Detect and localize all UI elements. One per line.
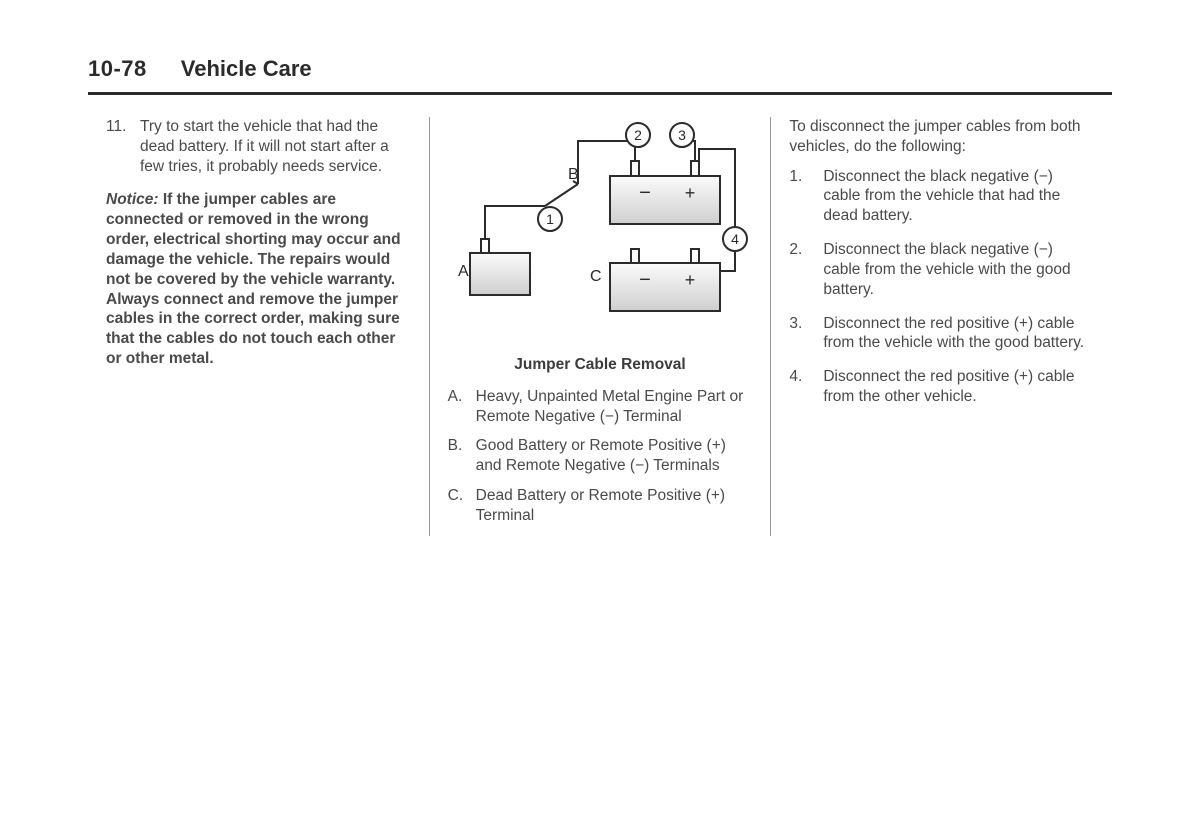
legend-letter: A. <box>448 387 476 427</box>
diagram-callout-2: 2 <box>626 123 650 147</box>
column-1: 11. Try to start the vehicle that had th… <box>88 117 429 536</box>
step-11: 11. Try to start the vehicle that had th… <box>106 117 411 176</box>
step-number: 11. <box>106 117 140 176</box>
diagram-callout-1: 1 <box>538 207 562 231</box>
diagram-callout-4: 4 <box>723 227 747 251</box>
diagram-label-c: C <box>590 268 602 285</box>
disconnect-step-1: 1. Disconnect the black negative (−) cab… <box>789 167 1094 226</box>
notice-label: Notice: <box>106 191 159 208</box>
step-number: 3. <box>789 314 823 354</box>
step-text: Try to start the vehicle that had the de… <box>140 117 411 176</box>
column-2: − + − + <box>429 117 771 536</box>
page-number: 10-78 <box>88 56 147 82</box>
disconnect-step-3: 3. Disconnect the red positive (+) cable… <box>789 314 1094 354</box>
svg-text:−: − <box>639 182 651 204</box>
notice-block: Notice: If the jumper cables are connect… <box>106 190 411 368</box>
diagram-label-a: A <box>458 263 469 280</box>
legend-item-b: B. Good Battery or Remote Positive (+) a… <box>448 436 753 476</box>
disconnect-step-4: 4. Disconnect the red positive (+) cable… <box>789 367 1094 407</box>
manual-page: 10-78 Vehicle Care 11. Try to start the … <box>0 0 1200 576</box>
diagram-label-b: B <box>568 166 579 183</box>
page-header: 10-78 Vehicle Care <box>88 56 1112 95</box>
step-number: 2. <box>789 240 823 299</box>
svg-text:+: + <box>685 270 696 290</box>
diagram-callout-3: 3 <box>670 123 694 147</box>
step-text: Disconnect the black negative (−) cable … <box>823 240 1094 299</box>
section-title: Vehicle Care <box>181 56 312 82</box>
legend-letter: C. <box>448 486 476 526</box>
legend-item-c: C. Dead Battery or Remote Positive (+) T… <box>448 486 753 526</box>
svg-text:+: + <box>685 183 696 203</box>
diagram-caption: Jumper Cable Removal <box>448 355 753 375</box>
legend-text: Dead Battery or Remote Positive (+) Term… <box>476 486 753 526</box>
legend-letter: B. <box>448 436 476 476</box>
notice-text: If the jumper cables are connected or re… <box>106 191 401 367</box>
legend-text: Good Battery or Remote Positive (+) and … <box>476 436 753 476</box>
disconnect-intro: To disconnect the jumper cables from bot… <box>789 117 1094 157</box>
step-number: 1. <box>789 167 823 226</box>
step-text: Disconnect the red positive (+) cable fr… <box>823 314 1094 354</box>
svg-text:−: − <box>639 269 651 291</box>
step-number: 4. <box>789 367 823 407</box>
svg-text:3: 3 <box>678 127 686 143</box>
svg-text:4: 4 <box>731 231 739 247</box>
legend-item-a: A. Heavy, Unpainted Metal Engine Part or… <box>448 387 753 427</box>
column-3: To disconnect the jumper cables from bot… <box>770 117 1112 536</box>
diagram-svg: − + − + <box>450 121 750 341</box>
step-text: Disconnect the black negative (−) cable … <box>823 167 1094 226</box>
jumper-diagram: − + − + <box>448 121 753 341</box>
step-text: Disconnect the red positive (+) cable fr… <box>823 367 1094 407</box>
content-columns: 11. Try to start the vehicle that had th… <box>88 117 1112 536</box>
legend-text: Heavy, Unpainted Metal Engine Part or Re… <box>476 387 753 427</box>
disconnect-step-2: 2. Disconnect the black negative (−) cab… <box>789 240 1094 299</box>
svg-text:1: 1 <box>546 211 554 227</box>
svg-text:2: 2 <box>634 127 642 143</box>
